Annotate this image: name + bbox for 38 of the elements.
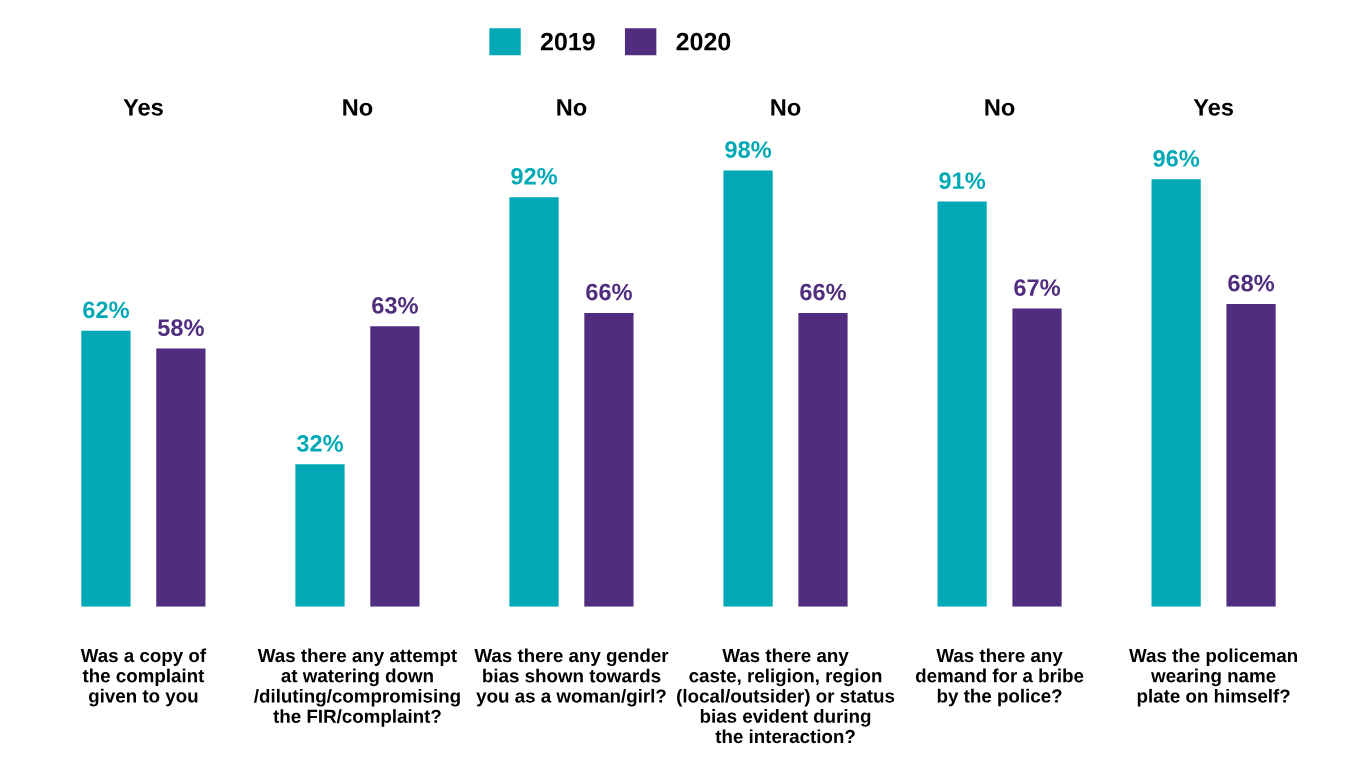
x-tick-label: Was there any caste, religion, region (local/outsider) or status bias evident during the interaction? bbox=[677, 648, 895, 744]
x-tick-label: Was there any demand for a bribe by the police? bbox=[915, 648, 1084, 707]
data-label: 91% bbox=[939, 172, 986, 190]
legend-label: 2020 bbox=[676, 32, 731, 51]
bar bbox=[509, 197, 559, 607]
bar bbox=[1012, 308, 1062, 607]
legend-label: 2019 bbox=[540, 32, 595, 51]
data-label: 96% bbox=[1153, 150, 1200, 167]
data-label: 62% bbox=[83, 301, 129, 319]
bar bbox=[1226, 304, 1276, 607]
data-label: 98% bbox=[725, 141, 772, 158]
data-label: 67% bbox=[1014, 279, 1061, 296]
text: No bbox=[985, 99, 1015, 116]
text: No bbox=[343, 99, 373, 116]
bar bbox=[798, 312, 848, 607]
text: Yes bbox=[1193, 99, 1233, 116]
bar bbox=[81, 330, 131, 607]
data-label: 68% bbox=[1228, 274, 1275, 292]
bar bbox=[156, 348, 206, 607]
data-label: 58% bbox=[157, 319, 204, 336]
data-label: 66% bbox=[586, 283, 632, 301]
x-tick-label: Was the policeman wearing name plate on himself? bbox=[1129, 648, 1297, 707]
x-tick-label: Was a copy of the complaint given to you bbox=[80, 648, 207, 707]
bar bbox=[370, 326, 420, 607]
x-tick-label: Was there any gender bias shown towards you as a woman/girl? bbox=[474, 648, 669, 707]
x-tick-label: Was there any attempt at watering down /diluting/compromising the FIR/complaint? bbox=[253, 648, 460, 727]
text: Yes bbox=[123, 99, 163, 116]
bar bbox=[584, 312, 634, 607]
data-label: 63% bbox=[372, 297, 418, 314]
bar bbox=[295, 464, 345, 607]
text: No bbox=[557, 99, 587, 116]
bar bbox=[723, 170, 773, 607]
data-label: 92% bbox=[511, 167, 558, 185]
data-label: 66% bbox=[800, 283, 846, 301]
bar bbox=[1151, 179, 1201, 607]
text: No bbox=[771, 99, 801, 116]
bar bbox=[937, 201, 987, 607]
data-label: 32% bbox=[296, 435, 343, 452]
